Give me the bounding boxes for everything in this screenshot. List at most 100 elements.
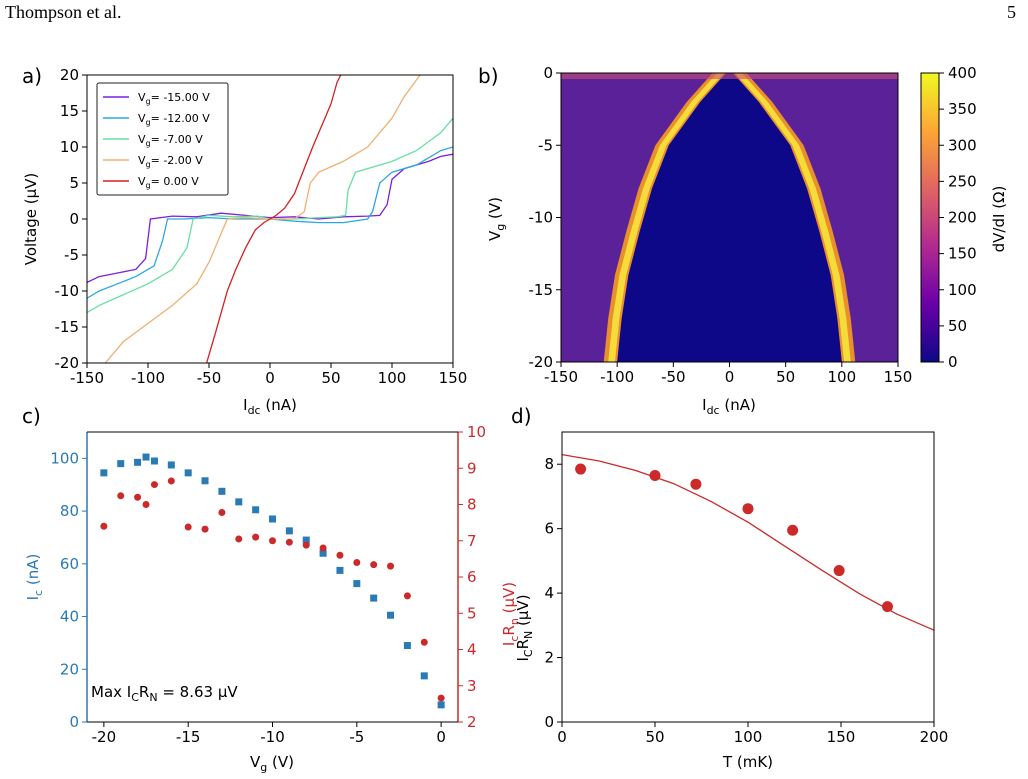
panel-a-y-tick-label: -20	[55, 354, 80, 372]
panel-c-icrn-point	[218, 508, 226, 516]
panel-c-left-ylabel: Ic (nA)	[24, 554, 45, 601]
panel-c-ic-point	[336, 566, 344, 574]
panel-d-data-point	[833, 565, 845, 577]
panel-d-xlabel: T (mK)	[722, 753, 773, 771]
colorbar-tick-label: 250	[948, 172, 977, 190]
panel-c-ic-point	[201, 477, 209, 485]
panel-c-icrn-point	[319, 544, 327, 552]
colorbar-tick-label: 150	[948, 245, 977, 263]
colorbar-tick-label: 50	[948, 317, 967, 335]
panel-c-x-tick-label: 0	[436, 728, 446, 746]
panel-d-y-tick-label: 6	[544, 520, 554, 538]
running-header-author: Thompson et al.	[5, 2, 122, 22]
panel-d-x-tick-label: 100	[734, 728, 763, 746]
panel-b-y-tick-label: -20	[529, 353, 554, 371]
panel-d-x-tick-label: 200	[920, 728, 949, 746]
panel-b-y-tick-label: -10	[529, 209, 554, 227]
panel-b-y-tick-label: -15	[529, 281, 554, 299]
panel-c-left-y-tick-label: 80	[60, 502, 79, 520]
panel-c-icrn-point	[100, 522, 108, 530]
panel-a-y-tick-label: 5	[69, 174, 79, 192]
panel-c-ic-point	[437, 701, 445, 709]
panel-c-ic-point	[117, 460, 125, 468]
panel-b-x-tick-label: -150	[544, 368, 578, 386]
panel-c-icrn-point	[269, 537, 276, 545]
panel-c-right-y-tick-label: 2	[467, 713, 477, 731]
panel-c-icrn-point	[420, 638, 428, 646]
panel-c-icrn-point	[387, 562, 395, 570]
panel-c-left-y-tick-label: 20	[60, 660, 79, 678]
panel-c-ic-point	[134, 458, 142, 466]
panel-c-ic-point	[235, 498, 243, 506]
panel-a-y-tick-label: -10	[55, 282, 80, 300]
panel-c-right-ylabel: IcRn (μV)	[500, 582, 521, 646]
panel-c-x-tick-label: -10	[260, 728, 285, 746]
panel-c-ic-point	[184, 469, 192, 477]
panel-c-ic-point	[100, 469, 108, 477]
panel-a-y-tick-label: -15	[55, 318, 80, 336]
panel-c-icrn-point	[167, 477, 175, 485]
panel-a-y-tick-label: 0	[69, 210, 79, 228]
panel-b-x-tick-label: 150	[884, 368, 913, 386]
panel-a-legend-entry: Vg= -12.00 V	[138, 112, 210, 127]
panel-a-y-tick-label: 15	[60, 102, 79, 120]
panel-c-annotation: Max ICRN = 8.63 μV	[91, 683, 238, 704]
panel-c-ic-point	[269, 515, 276, 523]
panel-c-left-y-tick-label: 100	[50, 449, 79, 467]
panel-c-icrn-point	[285, 538, 293, 546]
panel-c-ic-point	[218, 487, 226, 495]
panel-c-ic-point	[150, 457, 158, 465]
heatmap-top-edge	[561, 73, 898, 79]
panel-a-voltage-vs-current: a) -150 -100 -50 0 50 100 150 -20-15-10-505101…	[22, 64, 467, 417]
panel-c-left-y-tick-label: 0	[69, 713, 79, 731]
panel-c-x-tick-label: -20	[92, 728, 117, 746]
panel-d-data-point	[575, 463, 587, 475]
panel-b-xlabel: Idc (nA)	[702, 396, 756, 417]
panel-c-icrn-point	[437, 694, 445, 702]
panel-c-left-y-tick-label: 40	[60, 608, 79, 626]
panel-d-y-tick-label: 0	[544, 713, 554, 731]
panel-a-x-tick-label: 0	[265, 369, 275, 387]
panel-c-icrn-point	[370, 561, 378, 569]
panel-c-right-y-tick-label: 9	[467, 459, 477, 477]
panel-b-x-tick-label: 50	[776, 368, 795, 386]
panel-a-x-tick-label: -50	[197, 369, 222, 387]
colorbar-tick-label: 300	[948, 136, 977, 154]
page-header: Thompson et al. 5	[0, 0, 1028, 30]
panel-c-icrn-point	[134, 493, 142, 501]
panel-d-data-point	[787, 524, 799, 536]
panel-c-right-y-tick-label: 3	[467, 677, 477, 695]
panel-c-icrn-point	[235, 535, 243, 543]
panel-d-frame	[561, 431, 935, 723]
panel-c-icrn-point	[336, 551, 344, 559]
panel-b-y-tick-label: -5	[538, 136, 553, 154]
colorbar-label: dV/dI (Ω)	[990, 186, 1008, 253]
panel-c-icrn-point	[403, 592, 411, 600]
panel-b-x-tick-label: 100	[828, 368, 857, 386]
panel-c-icrn-point	[353, 559, 361, 566]
panel-c-icrn-point	[201, 525, 209, 533]
heatmap-superconducting-region	[617, 73, 842, 362]
panel-b-x-tick-label: -50	[661, 368, 686, 386]
panel-c-ic-point	[252, 506, 260, 514]
panel-a-legend: Vg= -15.00 V Vg= -12.00 V Vg= -7.00 V Vg= -…	[96, 82, 229, 196]
panel-d-x-tick-label: 0	[557, 728, 567, 746]
colorbar-tick-label: 200	[948, 209, 977, 227]
panel-a-label: a)	[22, 64, 42, 88]
colorbar-tick-label: 100	[948, 281, 977, 299]
panel-a-legend-entry: Vg= -2.00 V	[138, 154, 203, 169]
panel-b-x-tick-label: -100	[600, 368, 634, 386]
panel-c-right-y-tick-label: 7	[467, 532, 477, 550]
panel-a-legend-entry: Vg= -15.00 V	[138, 91, 210, 106]
panel-c-ic-point	[167, 461, 175, 469]
colorbar	[920, 72, 940, 363]
panel-b-x-tick-label: 0	[725, 368, 735, 386]
colorbar-tick-label: 350	[948, 100, 977, 118]
panel-a-series-line	[87, 146, 453, 299]
panel-c-ic-point	[353, 580, 361, 588]
panel-a-legend-entry: Vg= -7.00 V	[138, 133, 203, 148]
panel-c-icrn-point	[142, 501, 150, 508]
panel-d-icrn-vs-temperature: d) 0 50 100 150 200 0 2 4 6 8 T (mK) ICRN (μV)	[511, 404, 948, 771]
panel-c-x-tick-label: -15	[176, 728, 201, 746]
